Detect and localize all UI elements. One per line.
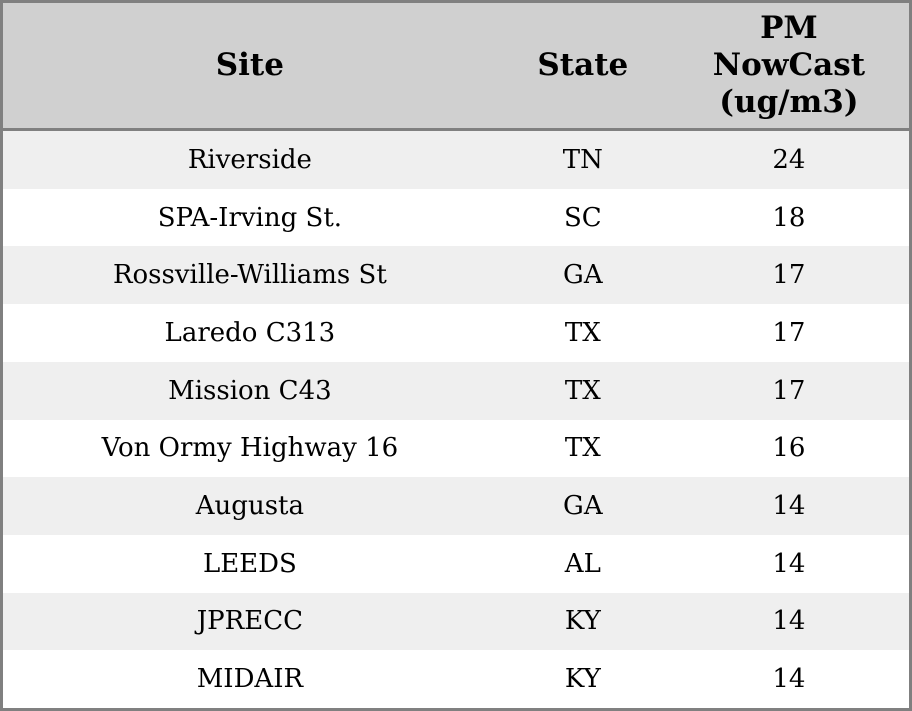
state-cell: TN xyxy=(562,144,603,175)
table-row: LEEDS AL 14 xyxy=(3,534,909,593)
table-row: MIDAIR KY 14 xyxy=(3,650,909,709)
pm-value-cell: 17 xyxy=(772,317,806,348)
site-cell: Augusta xyxy=(195,491,304,522)
site-cell: Mission C43 xyxy=(168,375,332,406)
column-header-pm-nowcast-label: PM NowCast (ug/m3) xyxy=(712,10,866,120)
column-header-site-label: Site xyxy=(215,47,284,83)
pm-value-cell: 14 xyxy=(772,664,806,695)
site-cell: Riverside xyxy=(187,144,312,175)
state-cell: TX xyxy=(564,317,601,348)
site-cell: Von Ormy Highway 16 xyxy=(101,433,399,464)
table-row: SPA-Irving St. SC 18 xyxy=(3,188,909,247)
table-row: Rossville-Williams St GA 17 xyxy=(3,246,909,305)
table-header-row: Site State PM NowCast (ug/m3) xyxy=(3,3,909,131)
table-row: Laredo C313 TX 17 xyxy=(3,304,909,362)
table-row: JPRECC KY 14 xyxy=(3,592,909,651)
table-row: Augusta GA 14 xyxy=(3,477,909,535)
state-cell: GA xyxy=(563,260,603,291)
pm-value-cell: 14 xyxy=(772,548,806,579)
pm-value-cell: 18 xyxy=(772,202,806,233)
state-cell: TX xyxy=(564,375,601,406)
column-header-state: State xyxy=(497,47,669,84)
site-cell: MIDAIR xyxy=(196,664,304,695)
column-header-site: Site xyxy=(3,47,497,84)
site-cell: SPA-Irving St. xyxy=(157,202,343,233)
site-cell: Laredo C313 xyxy=(164,317,336,348)
state-cell: KY xyxy=(564,606,601,637)
table-row: Riverside TN 24 xyxy=(3,131,909,189)
pm-value-cell: 17 xyxy=(772,375,806,406)
site-cell: LEEDS xyxy=(202,548,297,579)
pm-value-cell: 14 xyxy=(772,606,806,637)
table-row: Von Ormy Highway 16 TX 16 xyxy=(3,419,909,478)
table-body: Riverside TN 24 SPA-Irving St. SC 18 Rossville… xyxy=(3,131,909,709)
site-cell: Rossville-Williams St xyxy=(112,260,387,291)
pm-value-cell: 17 xyxy=(772,260,806,291)
site-cell: JPRECC xyxy=(196,606,304,637)
pm-value-cell: 24 xyxy=(772,144,806,175)
column-header-state-label: State xyxy=(537,47,629,83)
state-cell: KY xyxy=(564,664,601,695)
pm-value-cell: 14 xyxy=(772,491,806,522)
column-header-pm-nowcast: PM NowCast (ug/m3) xyxy=(669,10,909,121)
state-cell: SC xyxy=(563,202,602,233)
state-cell: AL xyxy=(564,548,601,579)
pm-value-cell: 16 xyxy=(772,433,806,464)
state-cell: GA xyxy=(563,491,603,522)
table-row: Mission C43 TX 17 xyxy=(3,361,909,420)
state-cell: TX xyxy=(564,433,601,464)
